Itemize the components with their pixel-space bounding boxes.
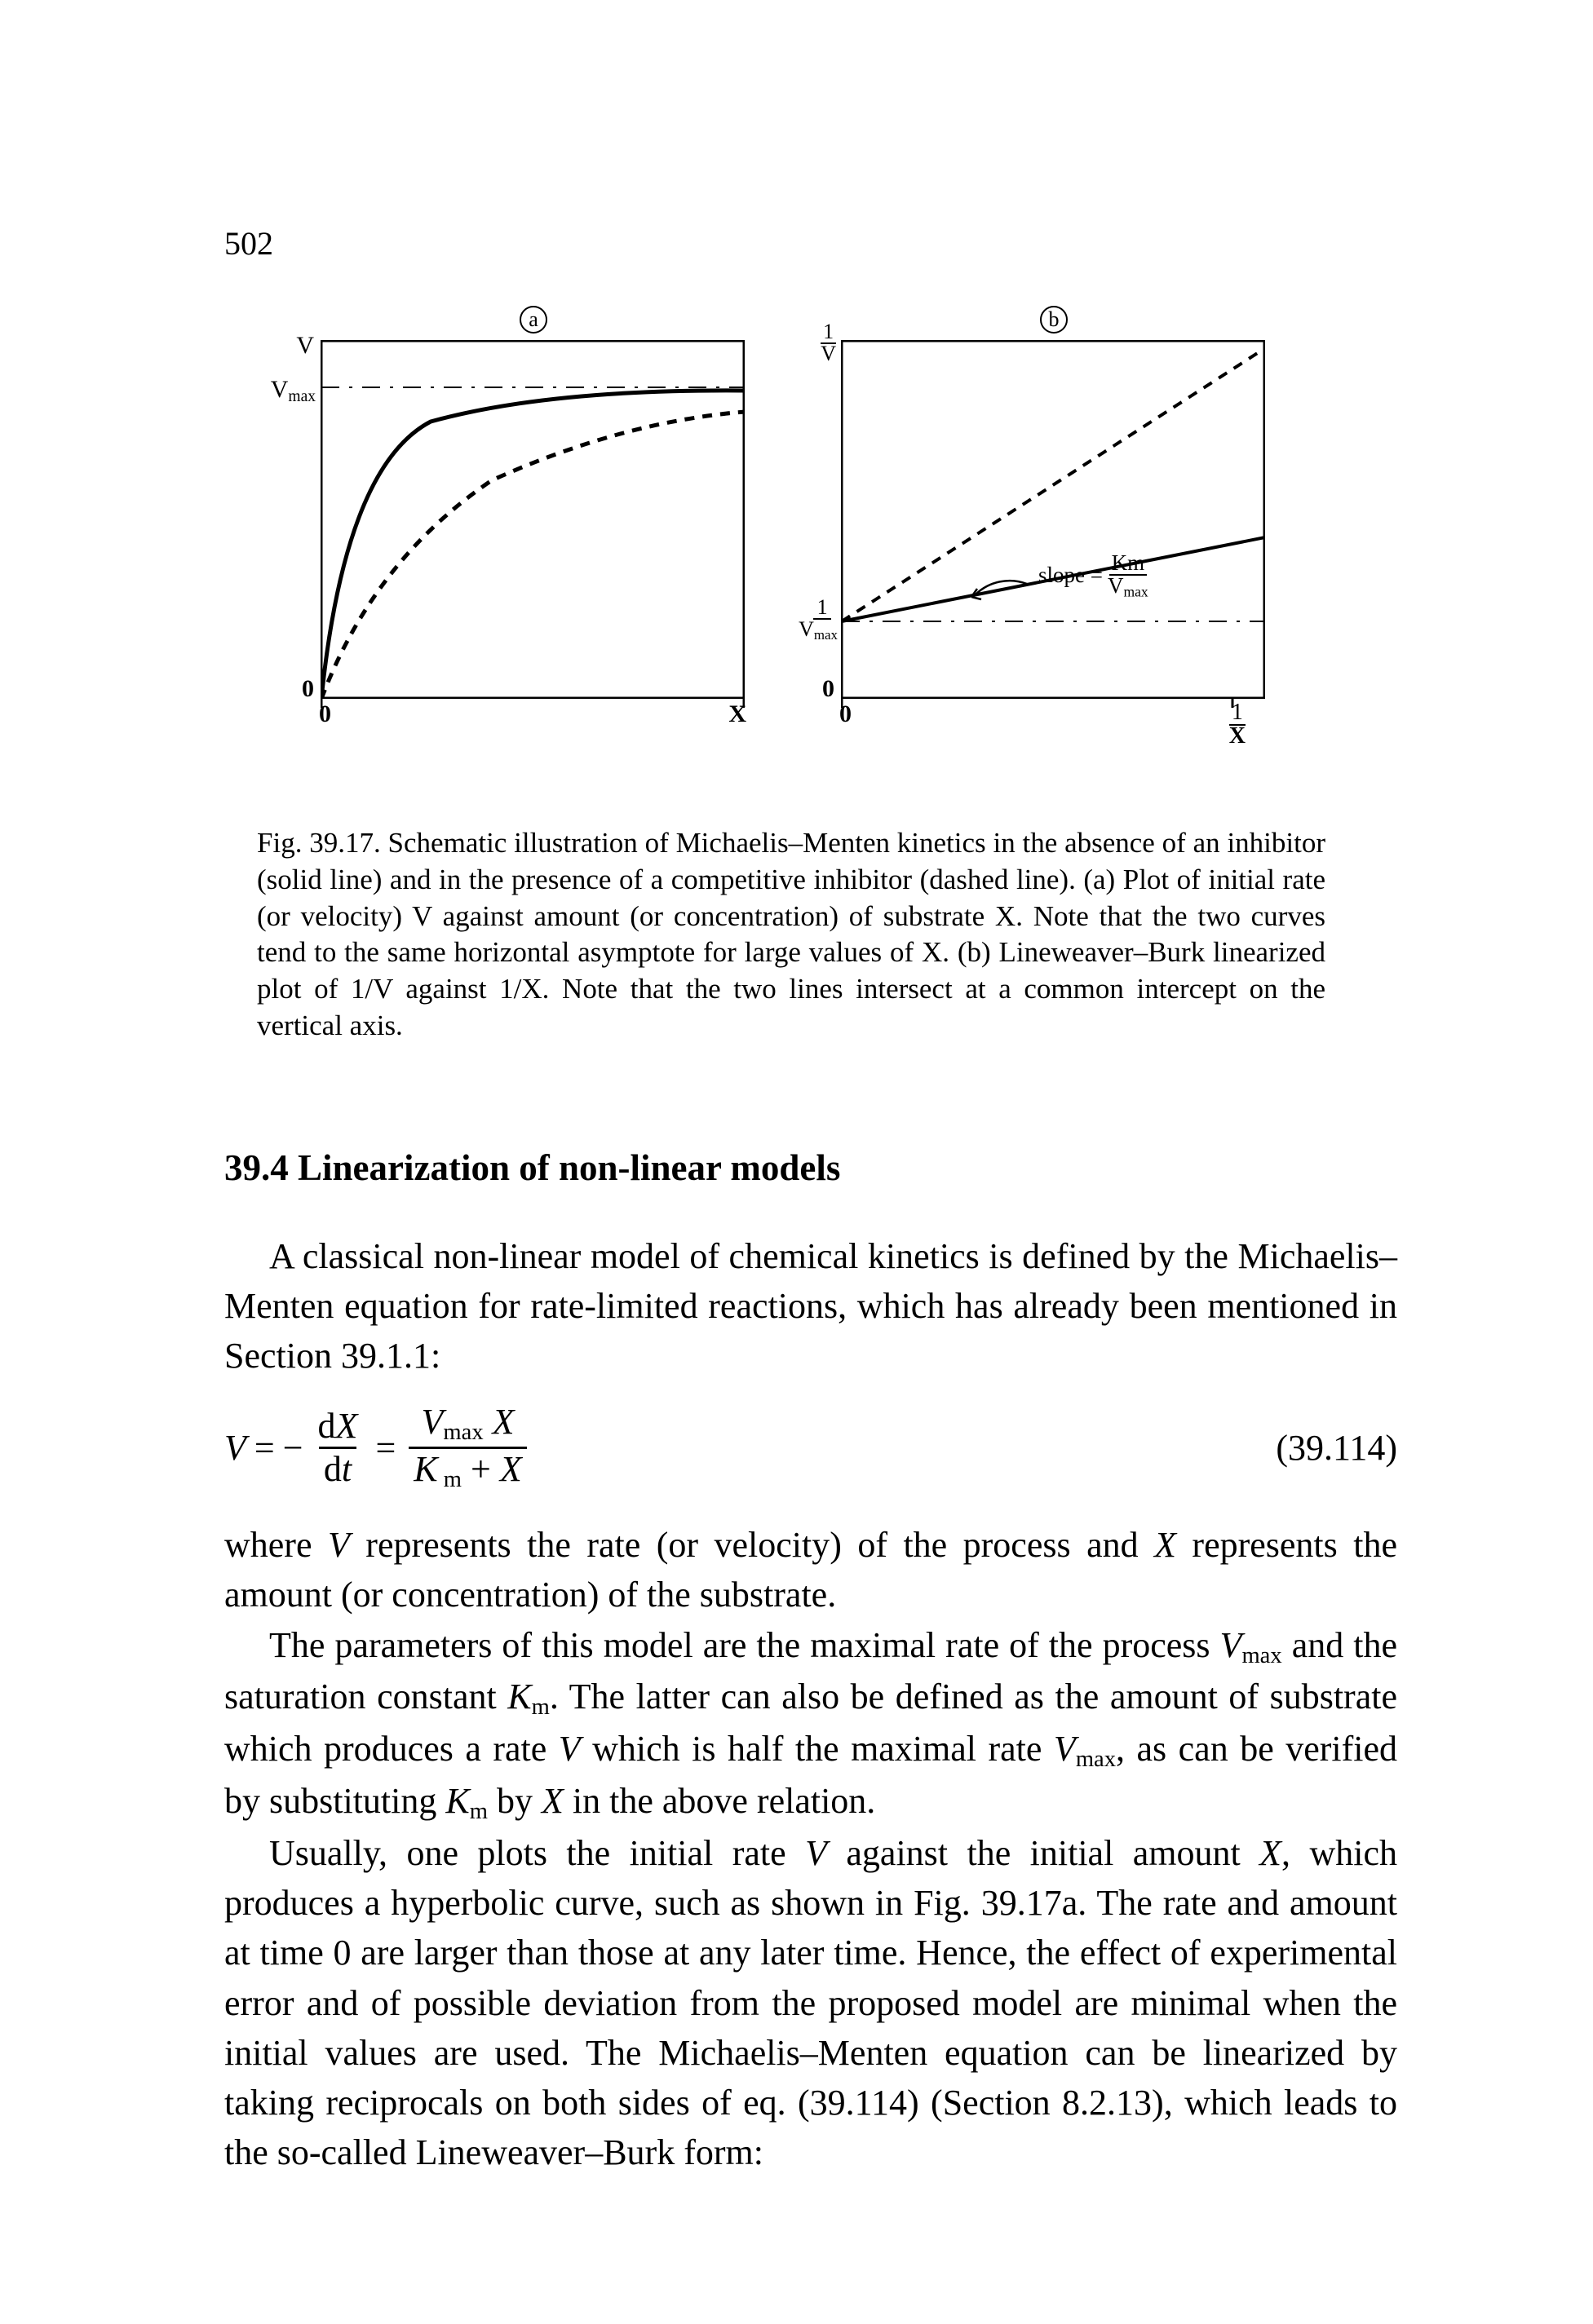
paragraph-2: where V represents the rate (or velocity… <box>224 1520 1397 1619</box>
section-heading: 39.4 Linearization of non-linear models <box>224 1147 1397 1189</box>
paragraph-4: Usually, one plots the initial rate V ag… <box>224 1828 1397 2177</box>
page: 502 a V Vmax 0 <box>0 0 1593 2324</box>
axis-label-1overV: 1 V <box>821 322 836 364</box>
page-number: 502 <box>224 224 273 263</box>
panel-b-label: b <box>1040 306 1068 334</box>
axis-label-1overVmax: 1 Vmax <box>799 598 838 642</box>
equation-39-114: V = − dX dt = Vmax X K m + X (39.114) <box>224 1402 1397 1494</box>
equation-number: (39.114) <box>1276 1423 1397 1473</box>
figure-panel-a: a V Vmax 0 <box>257 306 745 748</box>
panel-a-label: a <box>520 306 547 334</box>
axis-label-vmax: Vmax <box>271 376 316 406</box>
axis-b-origin-x: 0 <box>839 700 852 728</box>
axis-b-origin-y: 0 <box>822 675 834 703</box>
chart-a-svg <box>321 340 745 699</box>
paragraph-3: The parameters of this model are the max… <box>224 1620 1397 1829</box>
body-text: A classical non-linear model of chemical… <box>224 1231 1397 2177</box>
axis-b-label-x: 1 X <box>1229 702 1246 747</box>
figure-panel-b: b 1 V 1 Vmax 0 <box>777 306 1265 748</box>
axis-label-v: V <box>296 332 314 360</box>
figure-39-17: a V Vmax 0 <box>257 306 1334 1045</box>
slope-label: slope = Km Vmax <box>1038 553 1148 599</box>
chart-b-svg <box>841 340 1265 699</box>
axis-origin-y: 0 <box>302 675 314 703</box>
figure-caption: Fig. 39.17. Schematic illustration of Mi… <box>257 825 1325 1045</box>
paragraph-1: A classical non-linear model of chemical… <box>224 1231 1397 1381</box>
